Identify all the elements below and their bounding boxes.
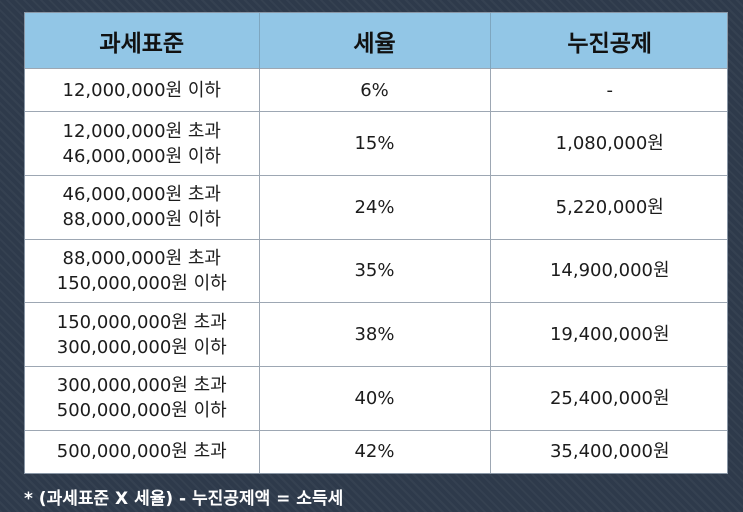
tax-base-line: 88,000,000원 초과	[62, 247, 221, 269]
table-body: 12,000,000원 이하 6% - 12,000,000원 초과 46,00…	[25, 67, 727, 473]
tax-base-line: 12,000,000원 이하	[62, 79, 221, 101]
tax-rate-cell: 38%	[259, 302, 491, 367]
header-tax-base: 과세표준	[25, 13, 260, 69]
tax-base-line: 500,000,000원 이하	[56, 400, 227, 422]
table-row: 500,000,000원 초과 42% 35,400,000원	[25, 429, 727, 473]
tax-rate-table: 과세표준 세율 누진공제 12,000,000원 이하 6% - 12,000,…	[24, 12, 728, 474]
table-row: 12,000,000원 초과 46,000,000원 이하 15% 1,080,…	[25, 111, 727, 176]
tax-rate-cell: 6%	[259, 67, 491, 112]
deduction-cell: 5,220,000원	[490, 175, 727, 240]
deduction-cell: 1,080,000원	[490, 111, 727, 176]
tax-base-cell: 46,000,000원 초과 88,000,000원 이하	[25, 175, 260, 240]
tax-base-cell: 150,000,000원 초과 300,000,000원 이하	[25, 302, 260, 367]
tax-rate-cell: 24%	[259, 175, 491, 240]
header-progressive-deduction: 누진공제	[490, 13, 727, 69]
formula-footnote: * (과세표준 X 세율) - 누진공제액 = 소득세	[24, 489, 344, 509]
table-row: 150,000,000원 초과 300,000,000원 이하 38% 19,4…	[25, 302, 727, 367]
table-row: 88,000,000원 초과 150,000,000원 이하 35% 14,90…	[25, 238, 727, 303]
table-row: 12,000,000원 이하 6% -	[25, 67, 727, 112]
deduction-cell: 35,400,000원	[490, 429, 727, 473]
tax-base-cell: 300,000,000원 초과 500,000,000원 이하	[25, 365, 260, 431]
tax-rate-cell: 15%	[259, 111, 491, 176]
tax-base-cell: 12,000,000원 이하	[25, 67, 260, 112]
deduction-cell: 14,900,000원	[490, 238, 727, 303]
tax-base-cell: 88,000,000원 초과 150,000,000원 이하	[25, 238, 260, 303]
tax-base-line: 12,000,000원 초과	[62, 120, 221, 142]
tax-base-line: 150,000,000원 초과	[56, 311, 227, 333]
tax-base-line: 46,000,000원 초과	[62, 184, 221, 206]
tax-base-line: 46,000,000원 이하	[62, 145, 221, 167]
tax-rate-table-grid: 과세표준 세율 누진공제 12,000,000원 이하 6% - 12,000,…	[25, 13, 727, 473]
tax-base-line: 300,000,000원 이하	[56, 336, 227, 358]
tax-base-cell: 500,000,000원 초과	[25, 429, 260, 473]
tax-base-line: 300,000,000원 초과	[56, 375, 227, 397]
deduction-cell: 19,400,000원	[490, 302, 727, 367]
tax-base-line: 500,000,000원 초과	[56, 441, 227, 463]
table-row: 46,000,000원 초과 88,000,000원 이하 24% 5,220,…	[25, 175, 727, 240]
deduction-cell: 25,400,000원	[490, 365, 727, 431]
tax-base-line: 88,000,000원 이하	[62, 209, 221, 231]
table-row: 300,000,000원 초과 500,000,000원 이하 40% 25,4…	[25, 365, 727, 431]
tax-base-cell: 12,000,000원 초과 46,000,000원 이하	[25, 111, 260, 176]
tax-rate-cell: 42%	[259, 429, 491, 473]
header-row: 과세표준 세율 누진공제	[25, 13, 727, 69]
table-header: 과세표준 세율 누진공제	[25, 13, 727, 69]
deduction-cell: -	[490, 67, 727, 112]
tax-rate-cell: 40%	[259, 365, 491, 431]
header-tax-rate: 세율	[259, 13, 491, 69]
tax-rate-cell: 35%	[259, 238, 491, 303]
tax-base-line: 150,000,000원 이하	[56, 272, 227, 294]
